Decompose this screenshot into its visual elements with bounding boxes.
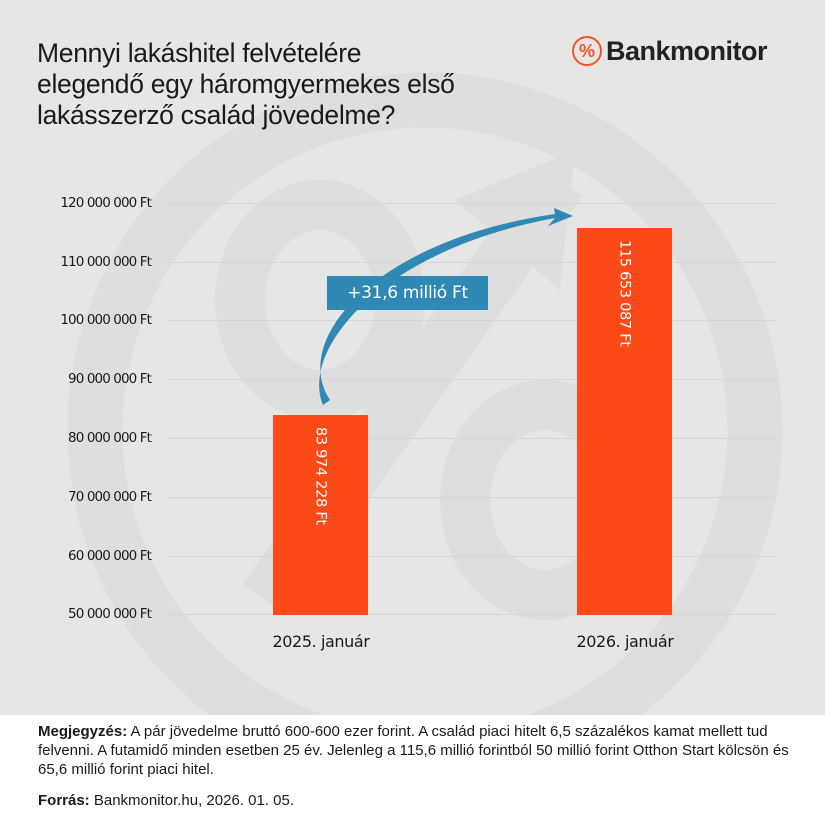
- bar-2026: 115 653 087 Ft: [577, 228, 672, 615]
- y-tick-label: 80 000 000 Ft: [68, 430, 152, 446]
- logo-text: Bankmonitor: [606, 35, 768, 66]
- bar-chart: 120 000 000 Ft 110 000 000 Ft 100 000 00…: [60, 195, 776, 651]
- gridline: [168, 262, 776, 263]
- bankmonitor-logo: % Bankmonitor: [572, 34, 768, 68]
- gridline: [168, 203, 776, 204]
- title-line: lakásszerző család jövedelme?: [37, 100, 396, 130]
- bar-value-label: 115 653 087 Ft: [616, 240, 633, 347]
- delta-annotation: +31,6 millió Ft: [327, 276, 488, 310]
- bar-2025: 83 974 228 Ft: [273, 415, 368, 615]
- source-label: Forrás:: [38, 792, 90, 809]
- chart-panel: Mennyi lakáshitel felvételére elegendő e…: [0, 0, 825, 715]
- y-tick-label: 120 000 000 Ft: [60, 195, 152, 211]
- y-tick-label: 50 000 000 Ft: [68, 606, 152, 622]
- x-tick-label: 2026. január: [576, 632, 674, 651]
- chart-title: Mennyi lakáshitel felvételére elegendő e…: [37, 38, 537, 131]
- gridline: [168, 320, 776, 321]
- note: Megjegyzés: A pár jövedelme bruttó 600-6…: [38, 722, 798, 779]
- gridline: [168, 379, 776, 380]
- x-tick-label: 2025. január: [272, 632, 370, 651]
- note-text: A pár jövedelme bruttó 600-600 ezer fori…: [38, 723, 789, 778]
- y-tick-label: 100 000 000 Ft: [60, 312, 152, 328]
- source-text: Bankmonitor.hu, 2026. 01. 05.: [89, 792, 294, 809]
- source: Forrás: Bankmonitor.hu, 2026. 01. 05.: [38, 791, 798, 810]
- gridline: [168, 556, 776, 557]
- gridline: [168, 614, 776, 615]
- gridline: [168, 497, 776, 498]
- y-tick-label: 90 000 000 Ft: [68, 371, 152, 387]
- y-tick-label: 60 000 000 Ft: [68, 548, 152, 564]
- y-tick-label: 70 000 000 Ft: [68, 489, 152, 505]
- y-tick-label: 110 000 000 Ft: [60, 254, 152, 270]
- gridline: [168, 438, 776, 439]
- title-line: elegendő egy háromgyermekes első: [37, 69, 455, 99]
- bar-value-label: 83 974 228 Ft: [312, 427, 329, 525]
- note-label: Megjegyzés:: [38, 723, 128, 740]
- percent-circle-icon: %: [572, 36, 602, 66]
- footer: Megjegyzés: A pár jövedelme bruttó 600-6…: [38, 722, 798, 810]
- title-line: Mennyi lakáshitel felvételére: [37, 38, 362, 68]
